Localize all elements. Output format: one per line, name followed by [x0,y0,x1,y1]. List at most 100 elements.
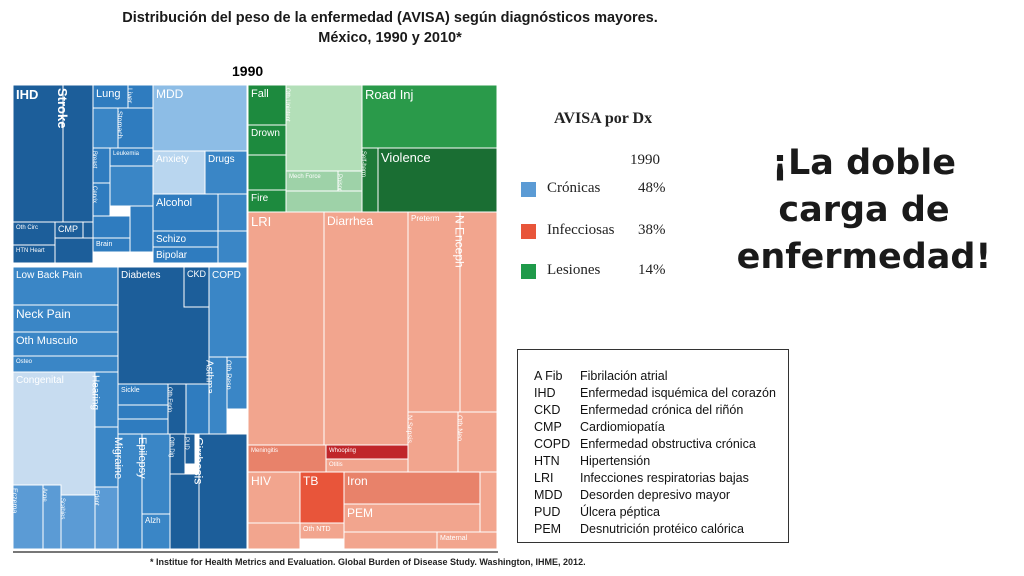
treemap-rect [117,418,169,435]
treemap-label: Oth Musculo [16,335,78,347]
treemap-cell-lri: LRI [247,211,325,446]
treemap-label: Road Inj [365,87,414,102]
treemap-cell-sickle: Sickle [117,383,169,406]
treemap-rect [247,522,301,550]
abbr-code: IHD [534,386,556,400]
treemap-cell-schizo: Schizo [152,230,219,248]
treemap-cell-oth-dig: Oth Dig [168,433,186,475]
treemap-label: Brain [96,241,112,248]
treemap-cell-poison: Poison [336,170,363,192]
legend-swatch [521,224,536,239]
treemap-label: Leukemia [113,151,140,157]
treemap-cell-n-enceph: N Enceph [453,211,498,413]
treemap-cell-oth-musculo: Oth Musculo [13,331,119,357]
treemap-cell [479,471,498,533]
treemap-cell-eczema: Eczema [13,484,44,550]
treemap-rect [208,266,248,358]
treemap-rect [407,411,459,473]
treemap-cell-meningitis: Meningitis [247,444,327,473]
treemap-cell-road-inj: Road Inj [361,85,498,149]
abbr-code: HTN [534,454,560,468]
treemap-label: Sickle [121,387,140,394]
treemap-label: TB [303,474,318,488]
treemap-cell [54,237,94,264]
treemap-rect [361,85,498,149]
abbreviations-box: A Fib Fibrilación atrial IHD Enfermedad is… [517,349,789,543]
treemap-cell-ckd: CKD [183,266,210,308]
treemap-cell-mech-force: Mech Force [285,170,339,192]
treemap-label: IHD [16,87,38,102]
abbr-desc: Infecciones respiratorias bajas [580,471,749,485]
treemap-label: Neck Pain [16,307,71,321]
treemap-label: Oth Circ [16,225,38,231]
treemap-cell-stroke: Stroke [55,85,94,223]
treemap-label: Migraine [112,437,124,479]
treemap-cell-leukemia: Leukemia [109,147,154,167]
treemap-label: Edent [93,490,99,506]
treemap-rect [343,531,438,550]
treemap-rect [92,107,119,149]
source-footnote: * Institue for Health Metrics and Evalua… [150,557,586,567]
treemap-label: Self-harm [360,151,366,177]
treemap-cell-acne: Acne [41,484,62,550]
treemap-cell [92,215,131,239]
treemap-label: CKD [187,269,207,279]
treemap-label: Oth Unintent [284,88,290,122]
treemap-cell-oth-ntd: Oth NTD [299,522,345,540]
abbr-code: MDD [534,488,563,502]
treemap-rect [92,215,131,239]
treemap-cell-epilepsy: Epilepsy [136,433,171,515]
treemap-rect [183,266,210,308]
treemap-cell-cervix: Cervix [91,182,111,217]
abbr-code: PUD [534,505,561,519]
treemap-label: CMP [58,224,78,234]
treemap-rect [247,124,287,156]
treemap-cell [82,221,94,239]
treemap-rect [185,383,210,435]
treemap-label: Epilepsy [136,437,148,479]
treemap-rect [152,150,206,195]
abbr-code: A Fib [534,369,563,383]
abbr-desc: Cardiomiopatía [580,420,665,434]
treemap-rect [184,433,196,465]
abbr-code: COPD [534,437,571,451]
treemap-cell-preterm: Preterm [407,211,461,413]
treemap-label: Cervix [91,186,97,203]
abbr-desc: Úlcera péptica [580,505,660,519]
treemap-cell-hiv: HIV [247,471,301,524]
treemap-cell-ihd: IHD [13,85,64,223]
treemap-cell [129,205,154,253]
legend-item-name: Lesiones [547,262,601,278]
legend-swatch [521,264,536,279]
treemap-label: Hearing [90,375,101,410]
abbr-desc: Enfermedad crónica del riñón [580,403,744,417]
treemap-cell-liver: Liver [125,85,154,109]
treemap-cell-iron: Iron [343,471,481,505]
treemap-cell-cmp: CMP [54,221,84,239]
treemap-label: Stroke [55,88,70,128]
treemap-rect [343,471,481,505]
treemap-label: Poison [336,174,342,192]
treemap-cell [217,230,248,264]
treemap-cell-fire: Fire [247,189,287,213]
treemap-rect [479,471,498,533]
treemap-label: Otitis [329,462,343,468]
treemap-rect [13,331,119,357]
treemap-cell-n-sepsis: N Sepsis [405,411,459,473]
treemap-label: N Sepsis [405,415,412,444]
abbr-code: PEM [534,522,562,536]
treemap-label: Congenital [16,375,64,386]
treemap-rect [117,107,154,149]
treemap-cell-whooping: Whooping [325,444,409,460]
treemap-cell-cirrhosis: Cirrhosis [192,433,248,550]
abbr-desc: Hipertensión [580,454,651,468]
treemap-cell-drugs: Drugs [204,150,248,195]
treemap-cell-mdd: MDD [152,85,248,152]
treemap-cell-edent: Edent [93,486,119,550]
treemap-label: Osteo [16,359,33,365]
treemap-label: Mech Force [289,174,321,180]
treemap-label: Fire [251,193,269,204]
treemap-label: HIV [251,474,271,488]
legend-item-name: Infecciosas [547,222,615,238]
